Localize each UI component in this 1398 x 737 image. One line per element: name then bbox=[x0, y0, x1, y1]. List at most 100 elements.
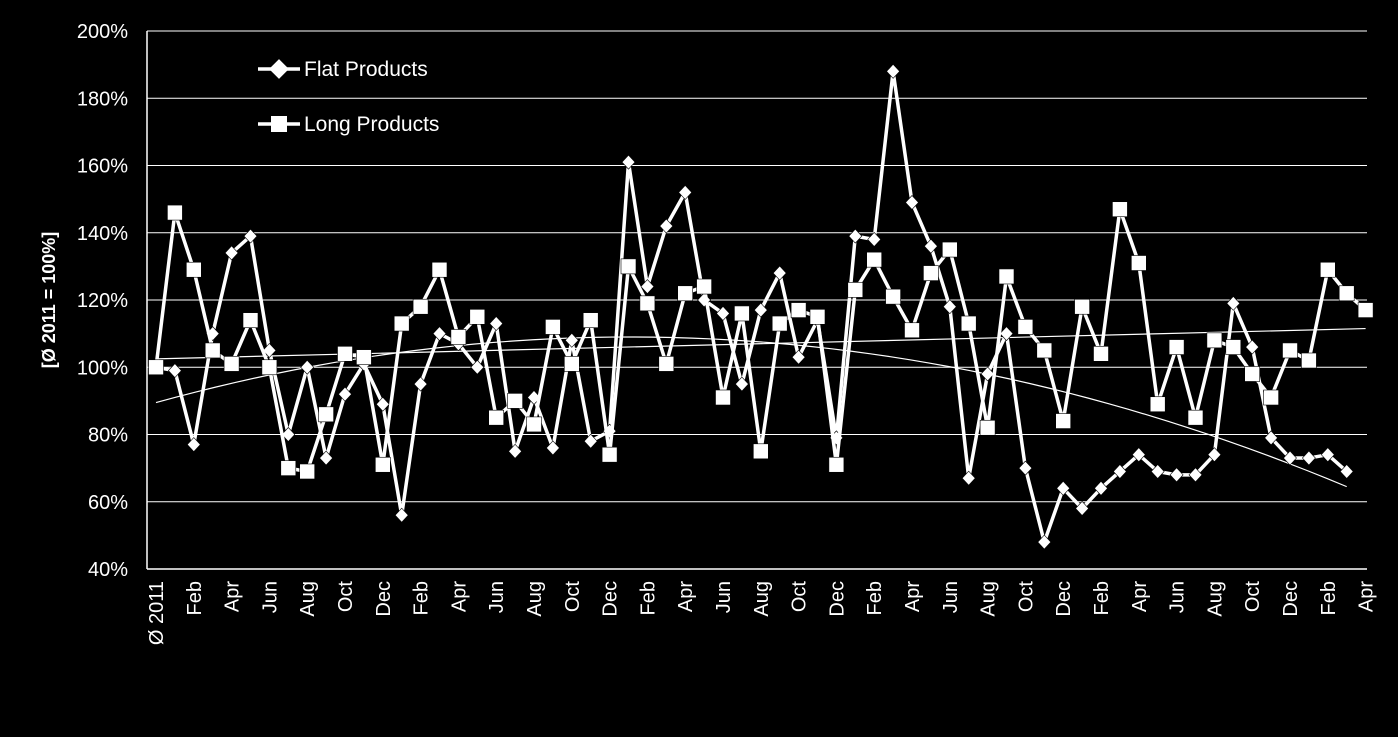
data-point bbox=[374, 456, 391, 473]
x-tick-label: Oct bbox=[789, 581, 811, 613]
legend-label-long-products: Long Products bbox=[304, 113, 439, 136]
legend: Flat Products Long Products bbox=[258, 58, 439, 136]
x-tick-label: Apr bbox=[448, 581, 470, 612]
data-point bbox=[1168, 339, 1185, 355]
data-point bbox=[1055, 413, 1071, 429]
data-point bbox=[243, 228, 258, 244]
data-point bbox=[678, 184, 693, 200]
x-tick-label: Jun bbox=[940, 581, 962, 613]
data-point bbox=[941, 241, 958, 258]
data-point bbox=[281, 427, 296, 442]
data-point bbox=[224, 245, 239, 261]
x-tick-label: Ø 2011 bbox=[146, 581, 168, 645]
data-point bbox=[620, 258, 637, 275]
data-point bbox=[564, 332, 579, 348]
series-group bbox=[148, 63, 1374, 550]
data-point bbox=[1131, 255, 1147, 271]
x-tick-label: Apr bbox=[902, 581, 924, 612]
x-tick-label: Jun bbox=[259, 581, 281, 613]
x-tick-label: Jun bbox=[1167, 581, 1189, 613]
x-tick-label: Dec bbox=[1053, 581, 1075, 617]
y-tick-labels: 40% 60% 80% 100% 120% 140% 160% 180% 200% bbox=[77, 21, 128, 581]
data-point bbox=[356, 349, 372, 365]
data-point bbox=[658, 356, 675, 372]
data-point bbox=[791, 349, 806, 365]
y-tick-label: 80% bbox=[88, 425, 128, 447]
data-point bbox=[923, 265, 939, 281]
data-point bbox=[771, 315, 788, 332]
data-point bbox=[752, 443, 769, 460]
data-point bbox=[450, 329, 467, 345]
data-point bbox=[677, 285, 694, 302]
data-point bbox=[318, 406, 334, 423]
data-point bbox=[1149, 396, 1166, 413]
x-tick-label: Aug bbox=[751, 581, 773, 617]
gridlines bbox=[147, 30, 1367, 503]
data-point bbox=[280, 460, 297, 476]
x-tick-label: Aug bbox=[1204, 581, 1226, 617]
diamond-marker-icon bbox=[269, 59, 289, 79]
data-point bbox=[659, 218, 674, 234]
data-point bbox=[432, 326, 447, 342]
data-point bbox=[412, 298, 429, 315]
data-point bbox=[148, 359, 164, 376]
data-point bbox=[1244, 366, 1260, 382]
y-tick-label: 160% bbox=[77, 156, 128, 178]
data-point bbox=[1017, 319, 1034, 335]
legend-label-flat-products: Flat Products bbox=[304, 58, 428, 81]
data-point bbox=[545, 319, 561, 335]
data-point bbox=[1188, 467, 1203, 483]
data-point bbox=[469, 309, 486, 325]
square-marker-icon bbox=[271, 116, 287, 132]
x-tick-label: Feb bbox=[411, 581, 433, 615]
data-point bbox=[488, 409, 505, 426]
y-tick-label: 40% bbox=[88, 559, 128, 581]
x-tick-label: Apr bbox=[1129, 581, 1151, 612]
data-point bbox=[319, 450, 334, 466]
y-tick-label: 100% bbox=[77, 357, 128, 379]
data-point bbox=[300, 359, 315, 375]
data-point bbox=[526, 416, 542, 433]
data-point bbox=[621, 154, 636, 170]
data-point bbox=[1074, 298, 1090, 315]
data-point bbox=[507, 393, 523, 409]
data-point bbox=[431, 261, 448, 278]
data-point bbox=[1301, 450, 1316, 466]
data-point bbox=[1112, 464, 1127, 479]
data-point bbox=[299, 463, 316, 480]
x-tick-label: Dec bbox=[600, 581, 622, 617]
data-point bbox=[980, 366, 995, 382]
data-point bbox=[186, 437, 201, 453]
data-point bbox=[790, 302, 807, 318]
data-point bbox=[867, 232, 882, 247]
data-point bbox=[545, 440, 560, 456]
data-point bbox=[1018, 460, 1033, 476]
data-point bbox=[489, 316, 504, 331]
x-tick-label: Aug bbox=[297, 581, 319, 617]
data-point bbox=[413, 376, 428, 392]
data-point bbox=[1245, 339, 1260, 355]
x-tick-label: Aug bbox=[524, 581, 546, 617]
data-point bbox=[1131, 447, 1146, 463]
x-tick-label: Feb bbox=[1091, 581, 1113, 615]
x-tick-label: Feb bbox=[1318, 581, 1340, 615]
data-point bbox=[1225, 339, 1242, 355]
x-tick-label: Oct bbox=[562, 581, 584, 613]
data-point bbox=[1283, 450, 1297, 466]
data-point bbox=[337, 345, 353, 362]
data-point bbox=[601, 446, 618, 463]
y-axis-label: [Ø 2011 = 100%] bbox=[39, 232, 59, 369]
data-point bbox=[1036, 342, 1053, 359]
x-tick-label: Dec bbox=[373, 581, 395, 617]
data-point bbox=[1320, 261, 1336, 278]
y-tick-label: 200% bbox=[77, 21, 128, 43]
data-point bbox=[186, 261, 202, 278]
x-tick-label: Dec bbox=[1280, 581, 1302, 617]
x-tick-label: Aug bbox=[978, 581, 1000, 617]
data-point bbox=[1150, 464, 1165, 479]
data-point bbox=[508, 443, 523, 459]
data-point bbox=[1339, 464, 1354, 479]
x-tick-label: Feb bbox=[184, 581, 206, 615]
